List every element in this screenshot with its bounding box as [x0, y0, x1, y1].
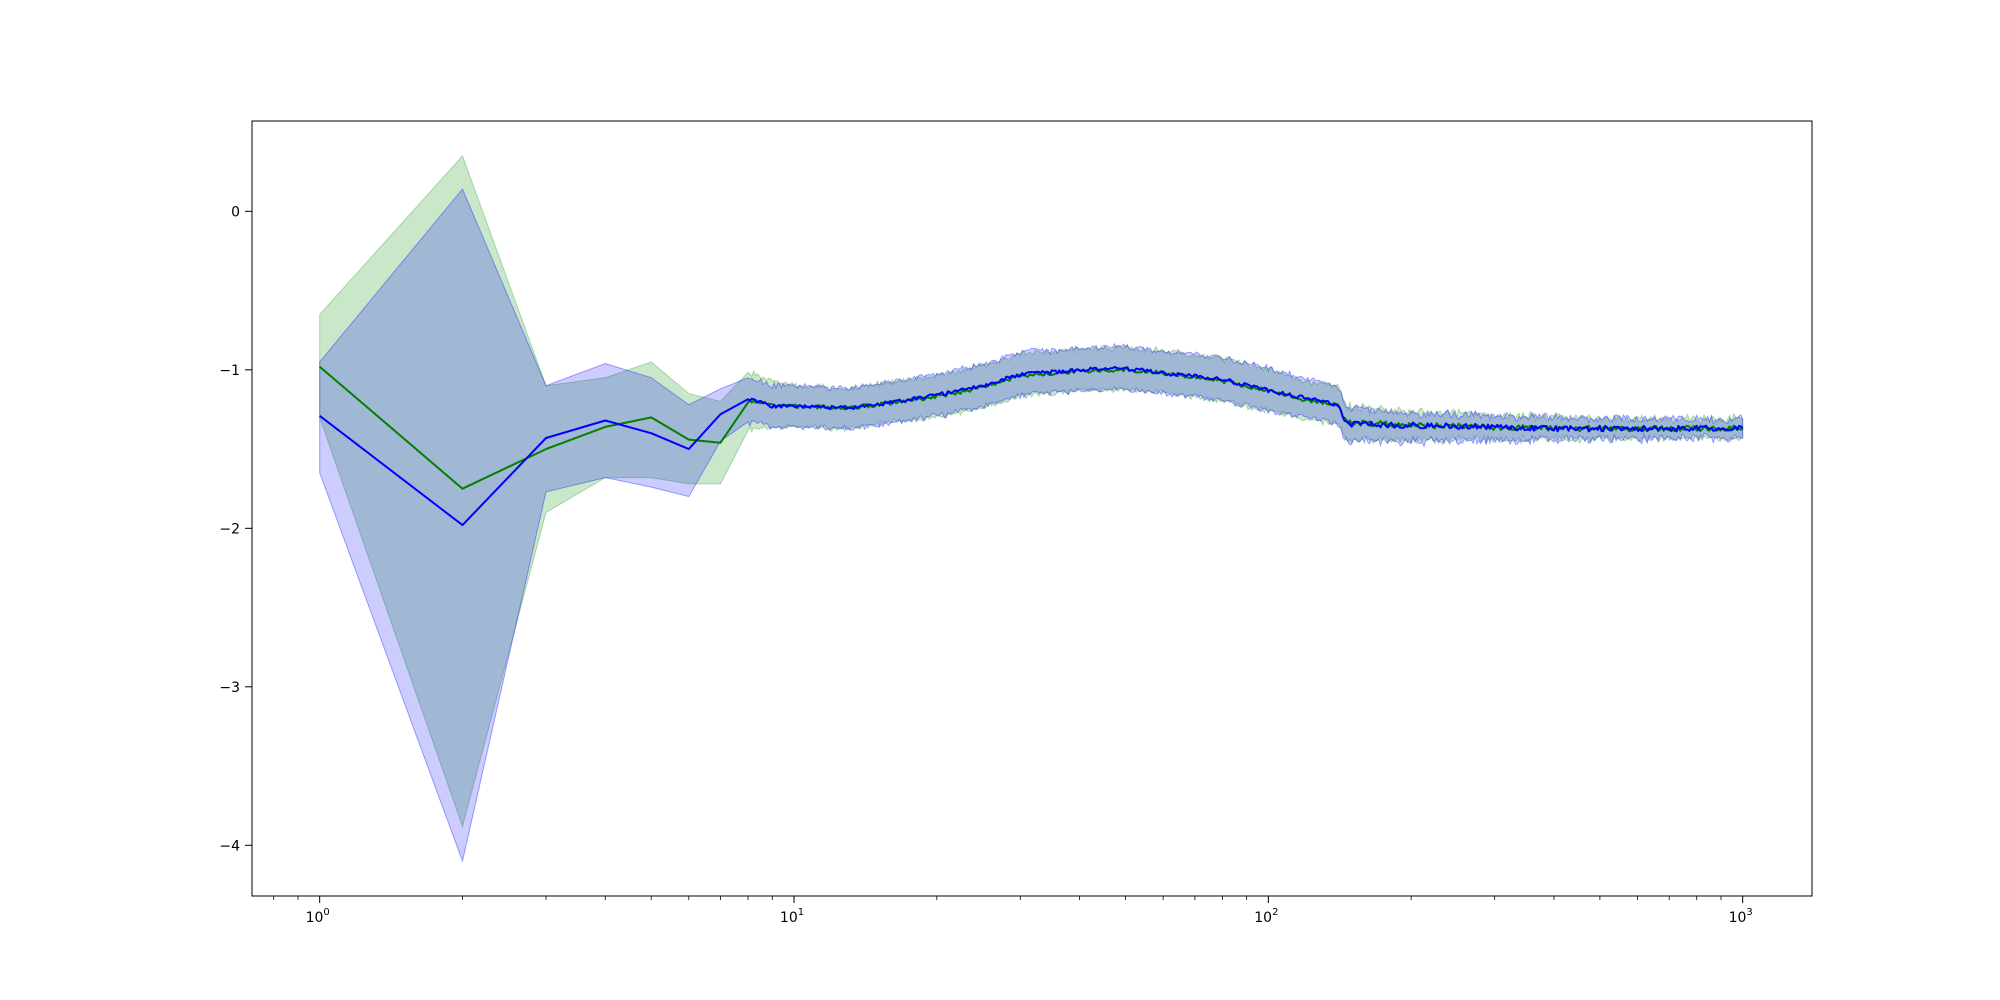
x-tick-label: 101 — [780, 907, 804, 926]
plot-frame — [251, 120, 1813, 897]
y-tick-label: −2 — [219, 521, 240, 537]
plot-area — [319, 154, 1744, 863]
x-tick-label: 103 — [1729, 907, 1753, 926]
y-tick-label: −1 — [219, 363, 240, 379]
series-2-line — [319, 365, 1744, 527]
x-tick-label: 102 — [1254, 907, 1278, 926]
series-2-band — [319, 188, 1744, 863]
series-1-band — [319, 154, 1744, 829]
x-tick-label: 100 — [306, 907, 330, 926]
axes: 0 −1 −2 −3 −4 100 101 102 103 — [219, 204, 1752, 926]
y-tick-label: −3 — [219, 680, 240, 696]
y-tick-label: −4 — [219, 838, 240, 854]
y-tick-label: 0 — [231, 204, 240, 220]
